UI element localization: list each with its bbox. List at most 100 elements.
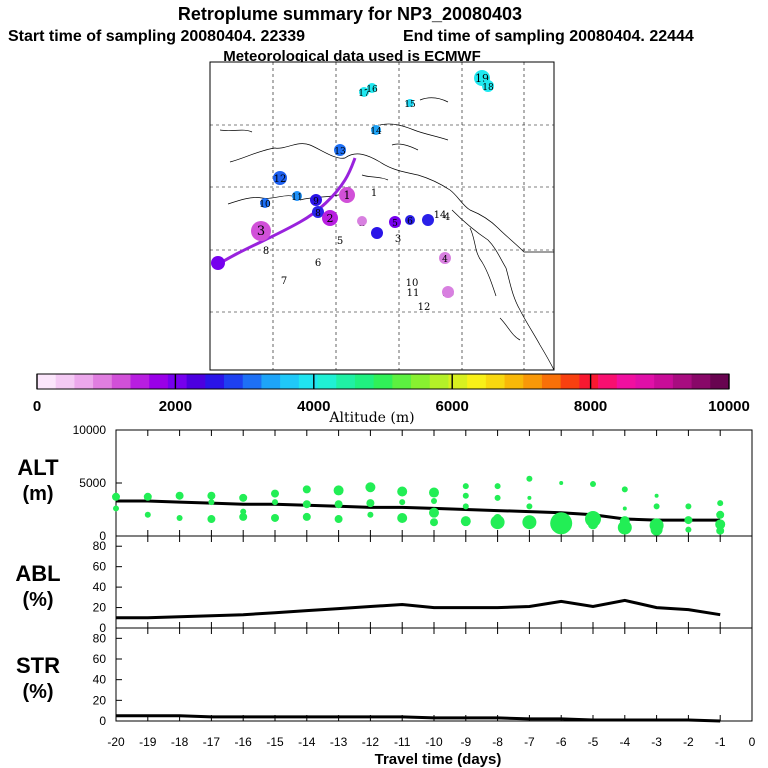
y-tick-label: 0 (99, 714, 106, 728)
colorbar-swatch (111, 374, 131, 389)
map-number-label: 5 (337, 236, 343, 247)
x-tick-label: -18 (171, 735, 189, 749)
colorbar-swatch (691, 374, 711, 389)
alt-point (431, 498, 437, 505)
alt-point (526, 503, 533, 510)
panel-unit: (%) (22, 681, 53, 703)
plume-point (339, 187, 355, 203)
y-tick-label: 40 (93, 673, 107, 687)
alt-point (333, 485, 344, 496)
alt-point (650, 523, 663, 536)
colorbar-swatch (485, 374, 505, 389)
y-tick-label: 80 (93, 539, 107, 553)
colorbar-swatch (317, 374, 337, 389)
x-tick-label: -6 (556, 735, 567, 749)
colorbar-swatch (224, 374, 244, 389)
plume-point (312, 206, 324, 218)
y-tick-label: 20 (93, 693, 107, 707)
map-number-label: 7 (281, 276, 287, 287)
y-tick-label: 5000 (79, 476, 106, 490)
alt-point (175, 491, 184, 500)
alt-point (143, 492, 152, 501)
plume-point-label: 16 (366, 85, 378, 95)
plume-point (439, 252, 451, 264)
map-number-label: 10 (406, 278, 419, 289)
x-tick-label: -7 (524, 735, 535, 749)
alt-point (716, 526, 725, 535)
alt-point (494, 483, 501, 490)
plume-point-label: 13 (334, 147, 346, 157)
alt-point (526, 475, 533, 482)
alt-point (550, 512, 573, 535)
figure-title: Retroplume summary for NP3_20080403 (178, 4, 522, 24)
plume-point (273, 171, 287, 185)
colorbar-swatch (354, 374, 375, 389)
alt-point (430, 518, 438, 527)
plume-point (359, 87, 369, 97)
plume-point-label: 8 (315, 209, 321, 219)
x-tick-label: -8 (492, 735, 503, 749)
alt-point (366, 499, 375, 508)
alt-point (207, 515, 216, 524)
alt-point (272, 499, 278, 506)
plume-point (406, 99, 414, 107)
alt-point (239, 512, 248, 521)
colorbar-swatch (616, 374, 636, 389)
x-tick-label: -5 (588, 735, 599, 749)
plume-point (211, 256, 225, 270)
alt-point (302, 500, 311, 509)
x-tick-label: -10 (425, 735, 443, 749)
colorbar-swatch (298, 374, 318, 389)
map-frame (209, 61, 555, 371)
alt-point (334, 500, 343, 509)
plume-point (251, 221, 271, 241)
x-tick-label: -13 (330, 735, 348, 749)
alt-point (271, 489, 279, 498)
panel-alt: 0 5000 10000 ALT (m) (17, 423, 753, 543)
map-number-label: 14 (434, 210, 447, 221)
colorbar-swatch (149, 374, 169, 389)
altitude-colorbar: 0 2000 4000 6000 8000 10000 (33, 373, 750, 415)
x-tick-label: -16 (235, 735, 253, 749)
colorbar-swatch (541, 374, 562, 389)
plume-point (310, 194, 322, 206)
panel-abl: 0 20 40 60 80 ABL (%) (15, 535, 753, 635)
alt-point (653, 503, 660, 510)
plume-point-label: 15 (404, 100, 416, 110)
y-tick-label: 60 (93, 652, 107, 666)
met-data-line: Meteorological data used is ECMWF (223, 48, 481, 65)
alt-point (590, 481, 596, 488)
colorbar-swatch (55, 374, 75, 389)
alt-point (302, 485, 311, 494)
alt-point (490, 515, 505, 530)
y-tick-label: 20 (93, 601, 107, 615)
colorbar-swatch (523, 374, 543, 389)
alt-point (399, 499, 406, 506)
colorbar-swatch (205, 374, 225, 389)
x-tick-label: -14 (298, 735, 316, 749)
colorbar-swatch (504, 374, 524, 389)
plume-point (371, 227, 383, 239)
panel-label: ABL (15, 561, 60, 586)
x-tick-label: -17 (203, 735, 221, 749)
x-tick-label: -15 (266, 735, 284, 749)
colorbar-swatch (373, 374, 393, 389)
stratospheric_fraction-line (116, 714, 721, 723)
mean_altitude-line (116, 499, 721, 522)
colorbar-swatch (411, 374, 431, 389)
panel-unit: (m) (22, 483, 53, 505)
x-tick-label: -9 (460, 735, 471, 749)
y-tick-label: 60 (93, 560, 107, 574)
colorbar-swatch (429, 374, 449, 389)
map-number-label: 1 (371, 188, 377, 199)
x-tick-label: -2 (683, 735, 694, 749)
y-tick-label: 0 (99, 529, 106, 543)
alt-point (717, 500, 724, 507)
alt-point (617, 520, 632, 535)
colorbar-swatch (167, 374, 188, 389)
alt-point (462, 492, 469, 499)
colorbar-swatch (280, 374, 300, 389)
plume-point-label: 18 (482, 83, 494, 93)
alt-point (494, 494, 501, 501)
panel-label: STR (16, 653, 60, 678)
